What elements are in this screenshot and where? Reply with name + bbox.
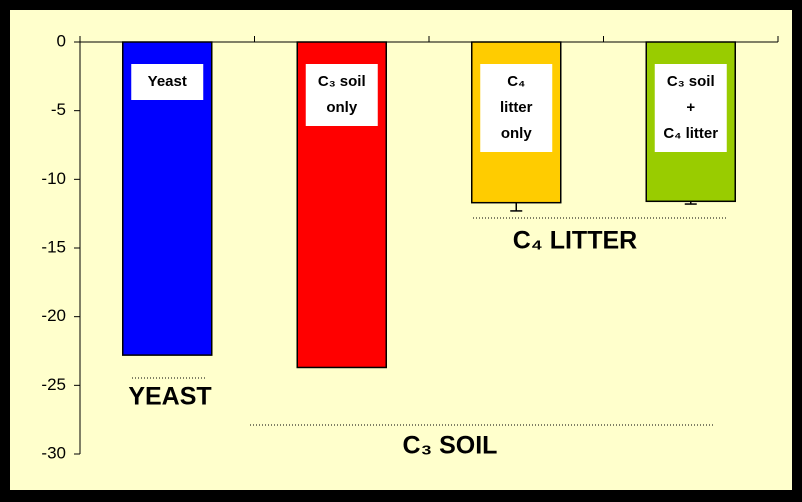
bar-label: + [686,99,695,116]
y-tick-label: -5 [51,100,66,119]
bar-label-box [131,64,204,100]
bar-label-box [305,64,378,126]
bar-label: Yeast [148,73,187,90]
bar-label: C₃ soil [318,73,366,90]
y-tick-label: -30 [41,443,66,462]
bar-label: C₃ soil [667,73,715,90]
y-tick-label: -25 [41,375,66,394]
bar-label: only [326,99,357,116]
bar-label: C₄ litter [663,125,718,142]
y-tick-label: -10 [41,169,66,188]
bar-label-box [480,64,553,152]
annotation: C₄ LITTER [513,227,637,255]
y-tick-label: -15 [41,237,66,256]
annotation: C₃ SOIL [403,432,498,460]
bar-label: litter [500,99,533,116]
bar-label: only [501,125,532,142]
bar-label-box [654,64,727,152]
y-tick-label: 0 [57,31,66,50]
bar-label: C₄ [507,73,525,90]
annotation: YEAST [128,383,211,411]
error-bar [510,202,523,212]
y-tick-label: -20 [41,306,66,325]
error-bar [684,201,697,205]
